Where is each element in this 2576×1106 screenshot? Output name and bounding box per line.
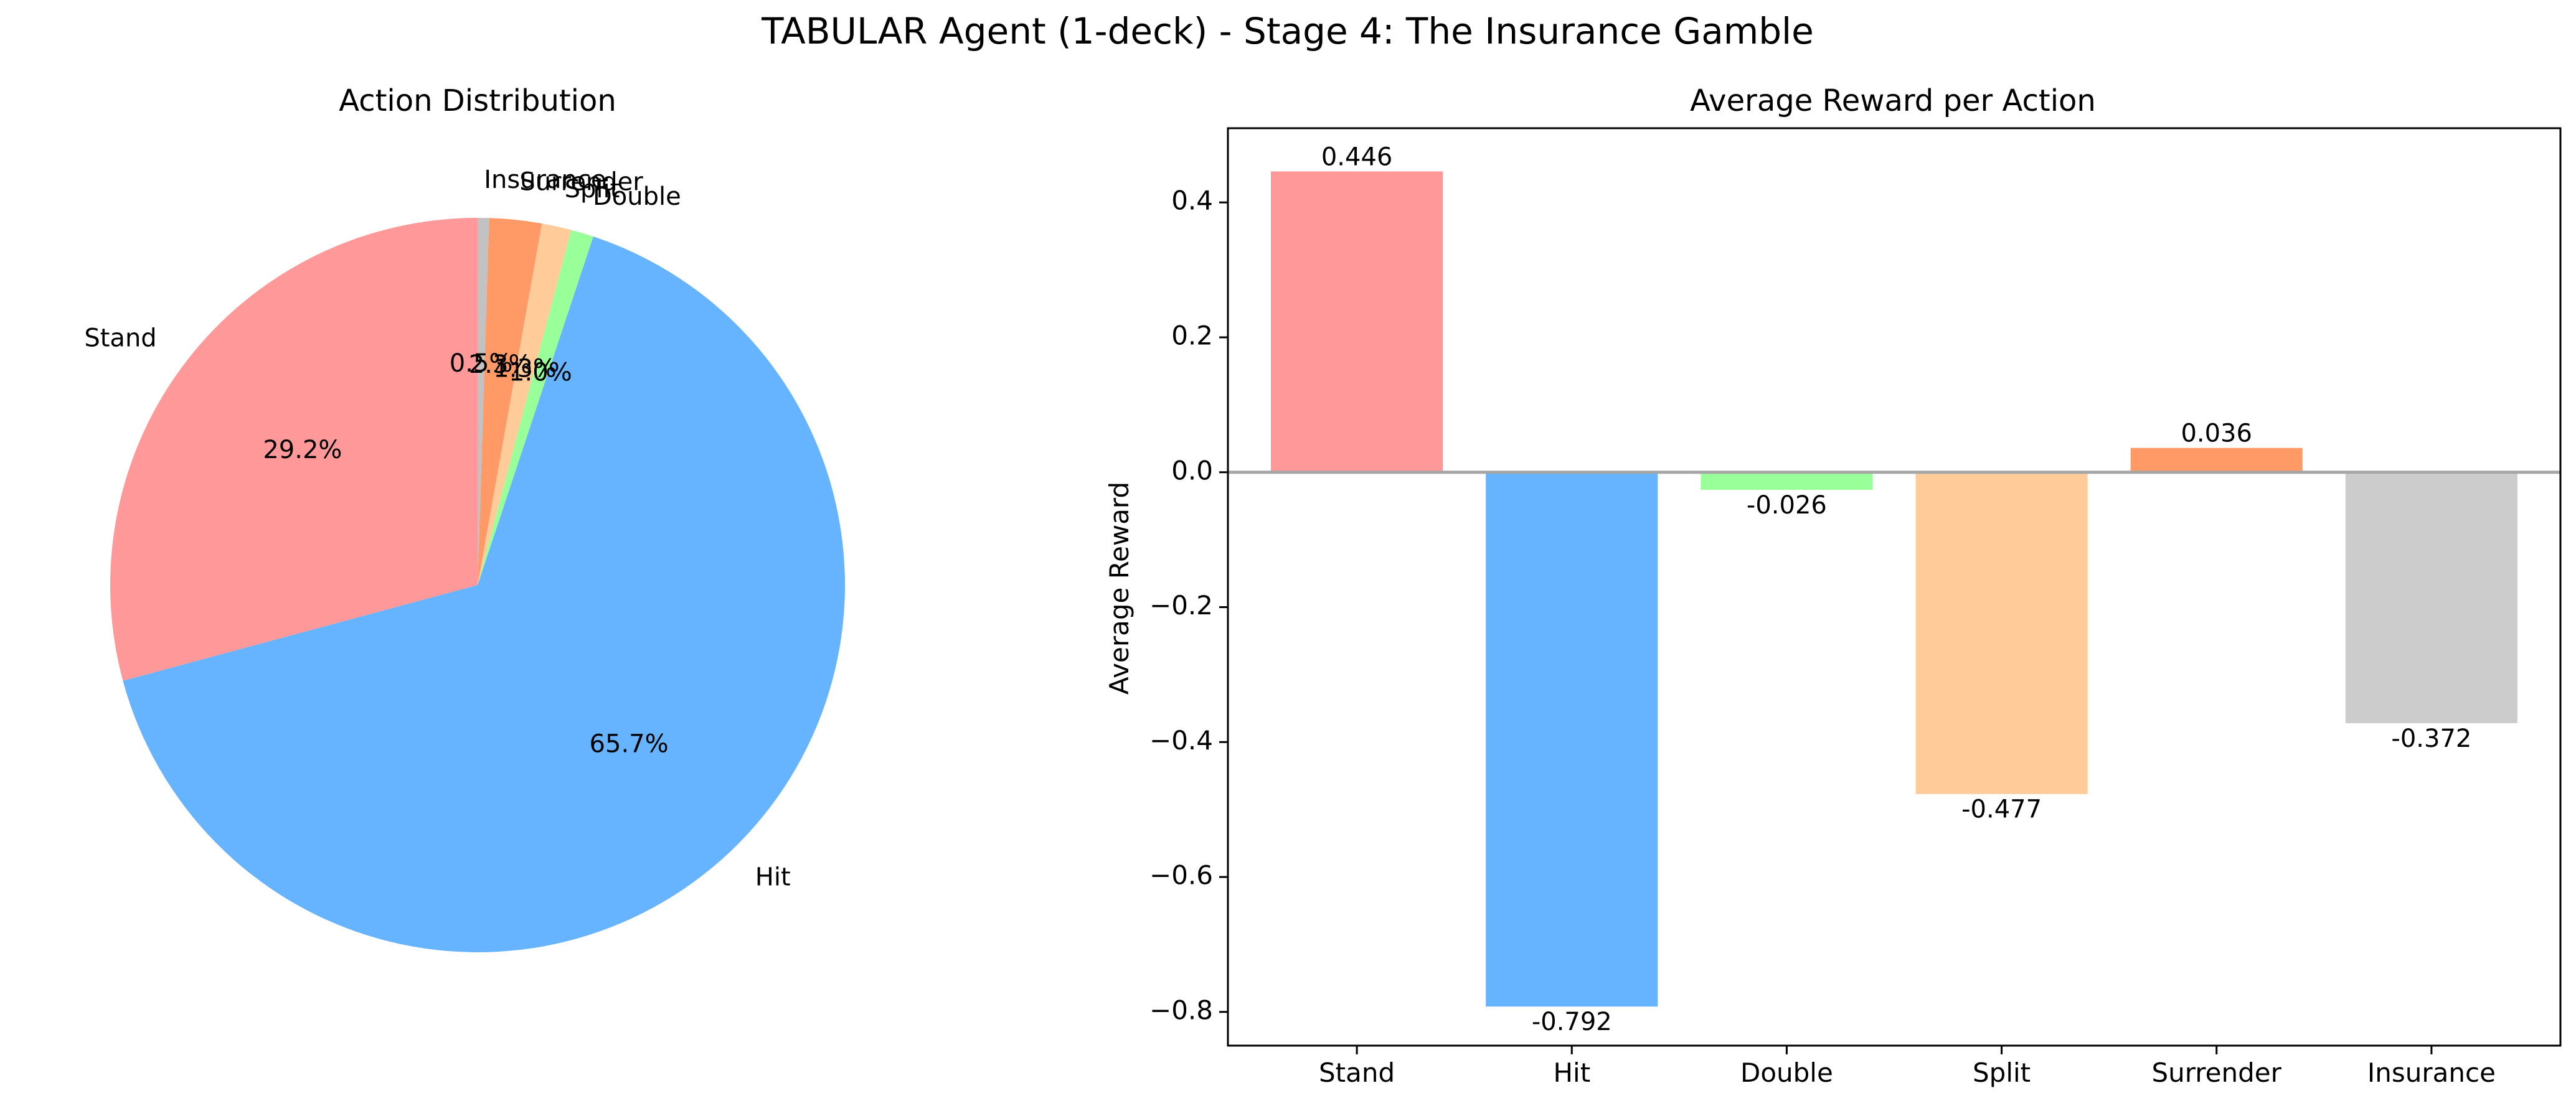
value-label-stand: 0.446 xyxy=(1321,143,1393,171)
bar-double xyxy=(1701,472,1873,490)
bars xyxy=(1271,171,2517,1007)
value-label-hit: -0.792 xyxy=(1532,1008,1612,1036)
bar-surrender xyxy=(2130,448,2303,472)
pie-pct-split: 1.3% xyxy=(493,354,557,383)
pie-pct-double: 1.0% xyxy=(509,359,572,387)
pie-slice-split xyxy=(478,223,572,585)
value-label-double: -0.026 xyxy=(1747,491,1827,520)
pie-labels: Stand 29.2% Hit 65.7% Double 1.0% Split 1.3% Sur… xyxy=(84,166,790,892)
pie-slice-stand xyxy=(110,218,478,681)
bar-hit xyxy=(1486,472,1658,1007)
value-label-insurance: -0.372 xyxy=(2391,724,2471,753)
pie-slice-insurance xyxy=(478,218,489,585)
figure-title: TABULAR Agent (1-deck) - Stage 4: The In… xyxy=(761,10,1814,52)
value-label-split: -0.477 xyxy=(1961,795,2042,824)
y-tick-label: −0.8 xyxy=(1149,995,1213,1025)
pie-label-double: Double xyxy=(593,182,681,211)
value-label-surrender: 0.036 xyxy=(2181,419,2252,448)
x-tick-label-insurance: Insurance xyxy=(2367,1057,2496,1088)
x-tick-label-double: Double xyxy=(1740,1057,1833,1088)
bar-chart: Average Reward per Action −0.8−0.6−0.4−0… xyxy=(1104,83,2562,1088)
x-tick-label-stand: Stand xyxy=(1319,1057,1395,1088)
pie-label-hit: Hit xyxy=(755,863,791,892)
pie-label-stand: Stand xyxy=(84,324,156,353)
bar-value-labels: 0.446 -0.792 -0.026 -0.477 0.036 -0.372 xyxy=(1321,143,2472,1036)
pie-chart: Action Distribution Stand 29.2% Hit 65.7% Do… xyxy=(84,83,845,952)
y-axis-ticks: −0.8 −0.6 −0.4 −0.2 0.0 0.2 0.4 xyxy=(1149,185,1228,1025)
pie-pct-stand: 29.2% xyxy=(263,436,342,464)
pie-title: Action Distribution xyxy=(339,83,616,118)
x-tick-label-split: Split xyxy=(1973,1057,2031,1088)
plot-frame xyxy=(1227,127,2562,1047)
y-tick-label: 0.0 xyxy=(1171,455,1213,485)
pie-pct-insurance: 0.5% xyxy=(450,349,513,378)
x-axis-ticks: Stand Hit Double Split Surrender Insurance xyxy=(1319,1046,2496,1088)
y-tick-label: 0.4 xyxy=(1171,185,1213,216)
y-tick-label: 0.2 xyxy=(1171,320,1213,350)
y-tick-label: −0.6 xyxy=(1149,860,1213,891)
pie-pct-surrender: 2.3% xyxy=(469,350,532,379)
y-tick-label: −0.4 xyxy=(1149,725,1213,756)
pie-label-insurance: Insurance xyxy=(484,166,606,194)
x-tick-label-hit: Hit xyxy=(1553,1057,1590,1088)
pie-label-split: Split xyxy=(565,175,620,204)
x-tick-label-surrender: Surrender xyxy=(2152,1057,2282,1088)
pie-label-surrender: Surrender xyxy=(519,168,643,197)
bar-insurance xyxy=(2345,472,2517,723)
pie-slice-double xyxy=(478,230,593,586)
pie-pct-hit: 65.7% xyxy=(590,729,669,758)
pie-slice-surrender xyxy=(478,218,542,585)
y-tick-label: −0.2 xyxy=(1149,590,1213,621)
pie-slices xyxy=(110,218,845,952)
bar-split xyxy=(1915,472,2088,794)
pie-slice-hit xyxy=(123,237,845,952)
y-axis-label: Average Reward xyxy=(1104,482,1135,695)
bar-stand xyxy=(1271,171,1443,472)
bar-title: Average Reward per Action xyxy=(1690,83,2096,118)
